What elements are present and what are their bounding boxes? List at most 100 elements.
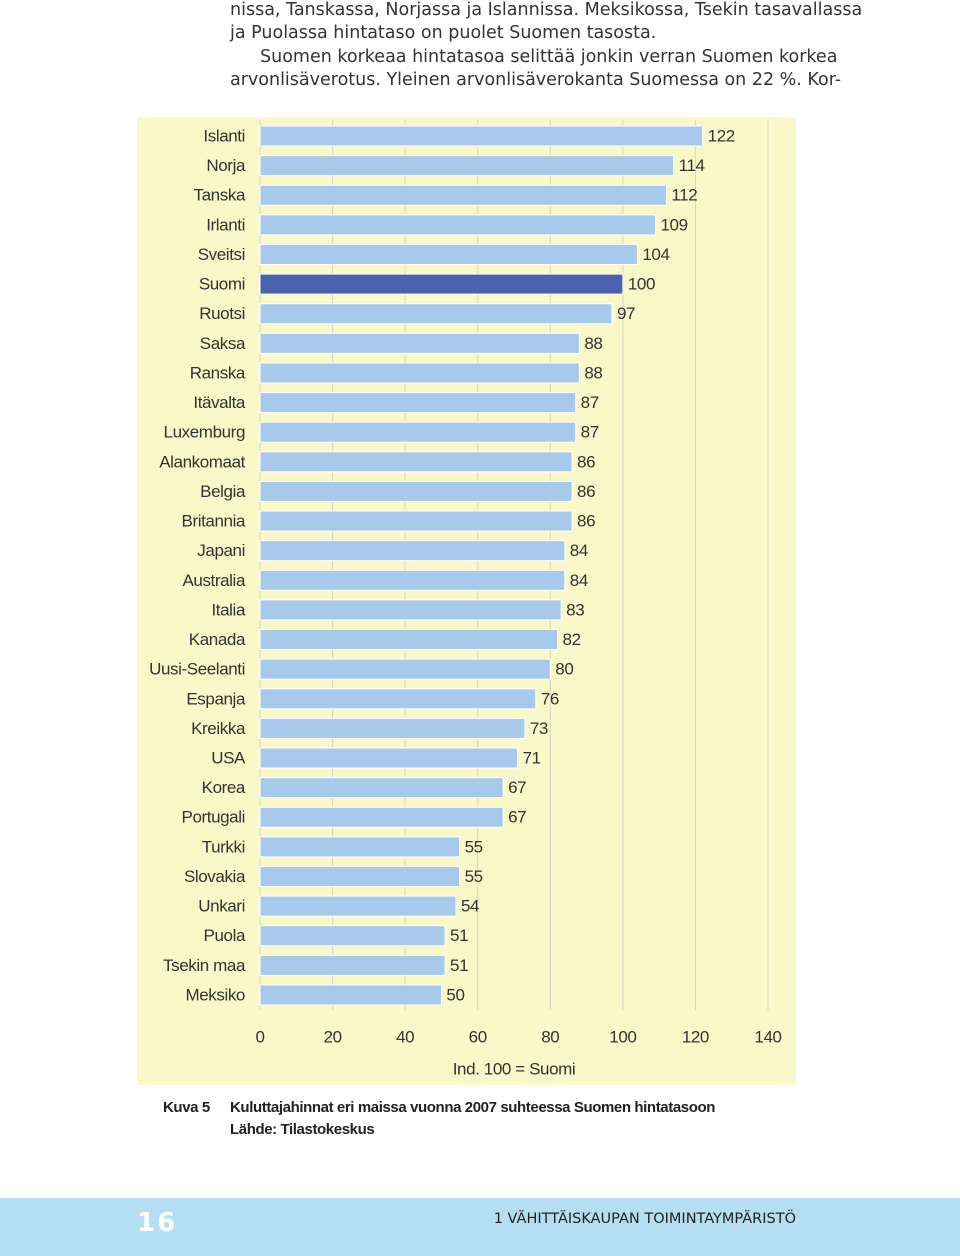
- x-tick-label: 140: [754, 1027, 781, 1046]
- paragraph-line: Suomen korkeaa hintatasoa selittää jonki…: [260, 47, 838, 67]
- value-label: 86: [577, 452, 595, 471]
- value-label: 97: [617, 304, 635, 323]
- bar: [259, 599, 562, 621]
- value-label: 80: [555, 660, 573, 679]
- bar: [259, 925, 446, 947]
- value-label: 67: [508, 778, 526, 797]
- value-label: 51: [450, 956, 468, 975]
- y-tick-label: Tanska: [194, 186, 246, 205]
- caption-title: Kuluttajahinnat eri maissa vuonna 2007 s…: [230, 1099, 716, 1116]
- bar: [259, 332, 580, 354]
- value-label: 55: [465, 837, 483, 856]
- bar: [259, 243, 638, 265]
- value-label: 82: [563, 630, 581, 649]
- caption-label: Kuva 5: [163, 1099, 210, 1116]
- y-tick-label: Tsekin maa: [163, 956, 246, 975]
- bar: [259, 303, 613, 325]
- value-label: 88: [584, 363, 602, 382]
- value-label: 55: [465, 867, 483, 886]
- y-tick-label: Puola: [204, 926, 246, 945]
- y-tick-label: Islanti: [203, 126, 245, 145]
- chapter-title: 1 VÄHITTÄISKAUPAN TOIMINTAYMPÄRISTÖ: [493, 1211, 796, 1227]
- bar: [259, 836, 461, 858]
- y-tick-label: Meksiko: [185, 985, 245, 1004]
- bar: [259, 392, 577, 414]
- value-label: 73: [530, 719, 548, 738]
- bar: [259, 421, 577, 443]
- value-label: 83: [566, 600, 584, 619]
- y-tick-label: Ruotsi: [199, 304, 245, 323]
- y-tick-label: Espanja: [186, 689, 246, 708]
- bar: [259, 777, 504, 799]
- y-tick-label: Portugali: [182, 808, 246, 827]
- bar: [259, 569, 566, 591]
- y-tick-label: Britannia: [182, 512, 246, 531]
- bar: [259, 658, 551, 680]
- paragraph-line: nissa, Tanskassa, Norjassa ja Islannissa…: [230, 0, 863, 20]
- x-tick-label: 80: [541, 1027, 559, 1046]
- value-label: 84: [570, 571, 588, 590]
- bar: [259, 480, 573, 502]
- value-label: 51: [450, 926, 468, 945]
- bar: [259, 717, 526, 739]
- y-tick-label: Australia: [182, 571, 245, 590]
- bar: [259, 540, 566, 562]
- value-label: 50: [446, 985, 464, 1004]
- value-label: 88: [584, 334, 602, 353]
- caption-source: Lähde: Tilastokeskus: [230, 1121, 375, 1138]
- y-tick-label: Uusi-Seelanti: [149, 660, 245, 679]
- value-label: 87: [581, 393, 599, 412]
- x-tick-label: 0: [255, 1027, 264, 1046]
- x-tick-label: 100: [609, 1027, 636, 1046]
- y-tick-label: Norja: [206, 156, 246, 175]
- value-label: 104: [642, 245, 669, 264]
- y-tick-label: Italia: [211, 600, 245, 619]
- bar: [259, 273, 624, 295]
- value-label: 86: [577, 512, 595, 531]
- y-tick-label: Kanada: [189, 630, 246, 649]
- y-tick-label: Belgia: [200, 482, 246, 501]
- x-tick-label: 120: [682, 1027, 709, 1046]
- value-label: 86: [577, 482, 595, 501]
- value-label: 122: [708, 126, 735, 145]
- y-tick-label: Sveitsi: [198, 245, 245, 264]
- y-tick-label: Irlanti: [206, 215, 245, 234]
- y-tick-label: Slovakia: [184, 867, 246, 886]
- bar: [259, 688, 537, 710]
- y-tick-label: Korea: [202, 778, 246, 797]
- paragraph-line: ja Puolassa hintataso on puolet Suomen t…: [230, 23, 657, 43]
- y-tick-label: Unkari: [198, 897, 245, 916]
- bar: [259, 806, 504, 828]
- bar: [259, 510, 573, 532]
- bar: [259, 125, 704, 147]
- bar: [259, 895, 457, 917]
- y-tick-label: Turkki: [202, 837, 245, 856]
- value-label: 100: [628, 275, 655, 294]
- x-tick-label: 20: [324, 1027, 342, 1046]
- y-tick-label: Luxemburg: [164, 423, 245, 442]
- value-label: 114: [679, 156, 705, 175]
- y-tick-label: Ranska: [190, 363, 246, 382]
- y-tick-label: Kreikka: [191, 719, 246, 738]
- bar: [259, 184, 667, 206]
- x-axis-label: Ind. 100 = Suomi: [453, 1059, 576, 1078]
- bar: [259, 214, 657, 236]
- bar: [259, 954, 446, 976]
- paragraph-line: arvonlisäverotus. Yleinen arvonlisäverok…: [230, 70, 842, 90]
- value-label: 67: [508, 808, 526, 827]
- page-number: 16: [137, 1208, 178, 1238]
- bar: [259, 747, 519, 769]
- x-tick-label: 40: [396, 1027, 414, 1046]
- bar: [259, 155, 675, 177]
- value-label: 84: [570, 541, 588, 560]
- y-tick-label: Japani: [197, 541, 245, 560]
- bar: [259, 866, 461, 887]
- value-label: 71: [523, 749, 541, 768]
- bar: [259, 362, 580, 384]
- y-tick-label: Saksa: [200, 334, 246, 353]
- value-label: 76: [541, 689, 559, 708]
- y-tick-label: Itävalta: [193, 393, 246, 412]
- bar: [259, 984, 442, 1006]
- value-label: 109: [661, 215, 688, 234]
